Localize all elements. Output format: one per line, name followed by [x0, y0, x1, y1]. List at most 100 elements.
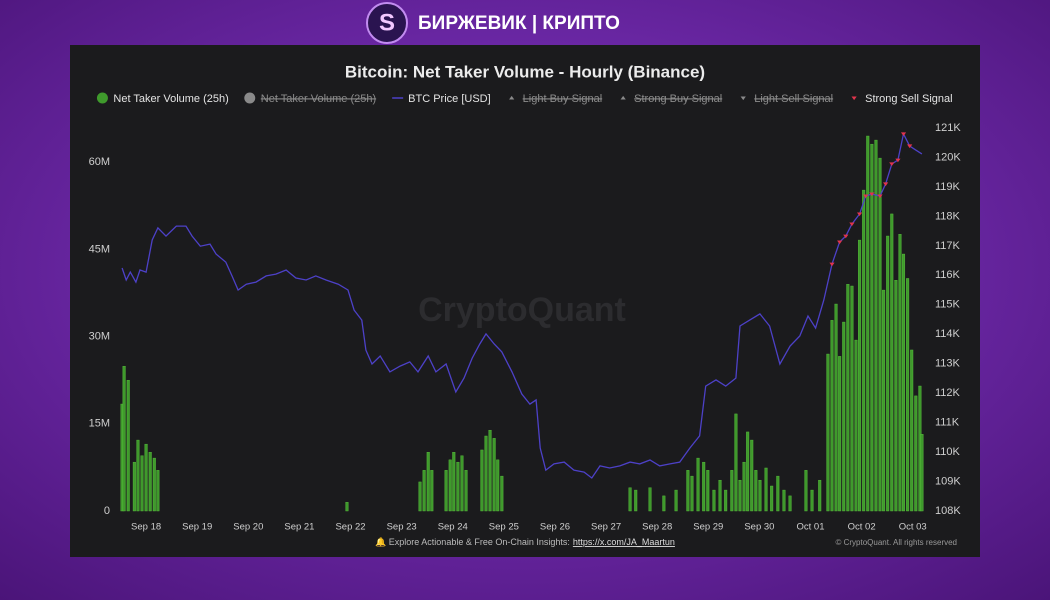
bar: [152, 457, 156, 512]
x-tick-label: Sep 26: [540, 522, 570, 533]
legend-marker: [620, 95, 626, 100]
footer-link[interactable]: https://x.com/JA_Maartun: [573, 537, 675, 547]
y2-tick-label: 113K: [935, 358, 961, 370]
brand: БИРЖЕВИК | КРИПТО: [418, 13, 620, 34]
legend-item: Net Taker Volume (25h): [244, 92, 376, 105]
x-tick-label: Sep 27: [591, 522, 621, 533]
bar: [132, 461, 136, 512]
x-tick-label: Sep 30: [744, 522, 774, 533]
x-tick-label: Sep 20: [233, 522, 263, 533]
bar: [686, 470, 690, 512]
bar: [898, 234, 902, 512]
bar: [914, 395, 918, 512]
bar: [858, 239, 862, 512]
x-tick-label: Sep 28: [642, 522, 672, 533]
footer-note: Explore Actionable & Free On-Chain Insig…: [389, 537, 570, 547]
bar: [662, 495, 666, 512]
legend-item: Light Buy Signal: [509, 93, 602, 105]
bar: [746, 431, 750, 512]
bar: [804, 470, 808, 512]
bar: [418, 481, 422, 512]
bar: [674, 489, 678, 512]
x-tick-label: Sep 23: [387, 522, 417, 533]
legend-item: Strong Sell Signal: [851, 93, 953, 105]
bar: [730, 470, 734, 512]
legend: Net Taker Volume (25h) Net Taker Volume (…: [96, 92, 953, 105]
bar: [830, 320, 834, 512]
legend-marker: [244, 92, 256, 104]
bar: [782, 489, 786, 512]
y2-tick-label: 120K: [935, 151, 961, 163]
bar: [882, 289, 886, 512]
bar: [734, 413, 738, 512]
signal-marker: [849, 222, 855, 227]
signal-marker: [877, 194, 883, 199]
footer: 🔔 Explore Actionable & Free On-Chain Ins…: [375, 537, 675, 547]
y2-tick-label: 109K: [935, 475, 961, 487]
signal-marker: [883, 182, 889, 187]
bar: [140, 455, 144, 512]
bar: [878, 157, 882, 512]
bar: [854, 339, 858, 512]
bar: [456, 461, 460, 512]
legend-marker: [509, 95, 515, 100]
y2-tick-label: 119K: [935, 181, 961, 193]
legend-marker: [851, 96, 857, 101]
bar: [738, 479, 742, 512]
x-tick-label: Sep 29: [693, 522, 723, 533]
bar: [702, 461, 706, 512]
bar: [426, 452, 430, 512]
bar: [718, 479, 722, 512]
x-tick-label: Oct 02: [848, 522, 876, 533]
signal-marker: [907, 144, 913, 149]
signal-marker: [843, 234, 849, 239]
y2-tick-label: 112K: [935, 387, 961, 399]
bar: [122, 366, 126, 512]
y2-tick-label: 111K: [935, 417, 960, 429]
price-line: [121, 131, 923, 479]
signal-marker: [900, 132, 907, 136]
copyright: © CryptoQuant. All rights reserved: [836, 538, 958, 547]
signal-marker: [856, 212, 863, 217]
brand-logo-mark: S: [379, 9, 395, 36]
bar: [706, 470, 710, 512]
x-tick-label: Sep 18: [131, 522, 161, 533]
bar: [862, 189, 866, 512]
legend-item: Net Taker Volume (25h): [96, 92, 229, 105]
bar: [496, 459, 500, 512]
bar: [136, 439, 140, 512]
bar: [144, 443, 148, 512]
bar: [500, 475, 504, 512]
signal-marker: [889, 162, 895, 167]
x-tick-label: Sep 25: [489, 522, 519, 533]
signal-marker: [829, 262, 835, 267]
y-tick-label: 15M: [89, 418, 110, 430]
signal-marker: [869, 192, 875, 197]
bar: [776, 475, 780, 512]
bar: [874, 139, 878, 512]
x-tick-label: Oct 01: [797, 522, 825, 533]
brand-logo: [366, 2, 408, 44]
legend-item: Light Sell Signal: [740, 93, 833, 105]
signal-marker: [895, 158, 901, 163]
bar: [648, 487, 652, 512]
bar: [758, 479, 762, 512]
bar: [910, 349, 914, 512]
y2-tick-label: 115K: [935, 299, 961, 311]
y2-tick-label: 110K: [935, 446, 961, 458]
bar: [484, 435, 488, 512]
x-tick-label: Sep 22: [335, 522, 365, 533]
legend-item: BTC Price [USD]: [392, 93, 491, 105]
y2-tick-label: 108K: [935, 505, 961, 517]
bar: [480, 449, 484, 512]
legend-label: Light Buy Signal: [523, 93, 603, 105]
bar: [696, 457, 700, 512]
bar: [842, 321, 846, 512]
bar: [460, 455, 464, 512]
chart-title: Bitcoin: Net Taker Volume - Hourly (Bina…: [345, 62, 705, 81]
bar: [866, 135, 870, 512]
bar: [634, 489, 638, 512]
y-tick-label: 30M: [89, 330, 110, 342]
bar: [906, 278, 910, 512]
y2-tick-label: 114K: [935, 328, 961, 340]
